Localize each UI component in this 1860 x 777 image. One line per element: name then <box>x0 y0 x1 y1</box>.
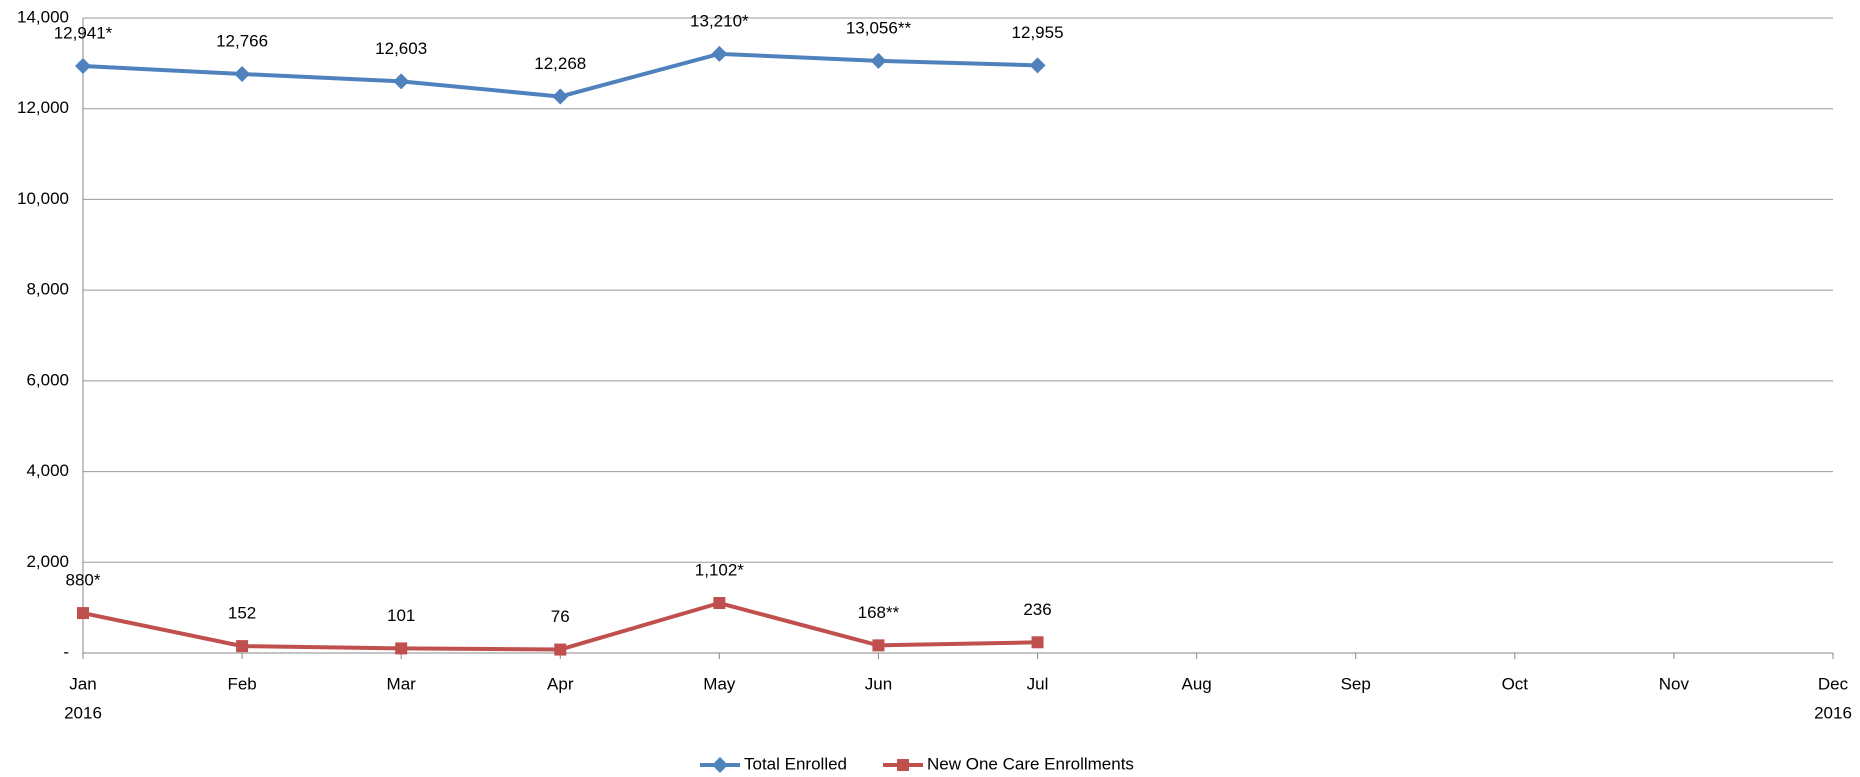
x-tick-sublabel: 2016 <box>64 703 102 722</box>
data-point <box>234 65 251 82</box>
data-point <box>1029 57 1046 74</box>
data-label: 13,210* <box>690 11 749 30</box>
x-tick-label: May <box>703 674 736 693</box>
data-label: 12,603 <box>375 39 427 58</box>
data-label: 12,955 <box>1012 23 1064 42</box>
x-tick-label: Sep <box>1341 674 1371 693</box>
x-tick-label: Dec <box>1818 674 1849 693</box>
x-tick-label: Jan <box>69 674 96 693</box>
x-tick-label: Mar <box>387 674 417 693</box>
y-tick-label: 6,000 <box>26 370 69 389</box>
data-point <box>393 73 410 90</box>
data-point <box>1031 636 1044 649</box>
data-label: 880* <box>66 571 101 590</box>
x-tick-label: Jul <box>1027 674 1049 693</box>
data-label: 76 <box>551 607 570 626</box>
x-tick-label: Apr <box>547 674 574 693</box>
y-tick-label: 8,000 <box>26 280 69 299</box>
x-tick-label: Aug <box>1182 674 1212 693</box>
y-tick-label: 10,000 <box>17 189 69 208</box>
data-label: 236 <box>1023 600 1051 619</box>
legend-label: New One Care Enrollments <box>927 754 1134 773</box>
data-label: 152 <box>228 604 256 623</box>
legend-marker <box>897 759 910 771</box>
x-tick-label: Oct <box>1502 674 1529 693</box>
y-tick-label: 4,000 <box>26 461 69 480</box>
data-label: 168** <box>858 603 900 622</box>
x-tick-sublabel: 2016 <box>1814 703 1852 722</box>
data-point <box>713 597 726 610</box>
data-point <box>870 52 887 69</box>
y-tick-label: - <box>63 642 69 661</box>
x-tick-label: Jun <box>865 674 892 693</box>
x-tick-label: Feb <box>227 674 256 693</box>
data-point <box>395 642 408 655</box>
y-tick-label: 14,000 <box>17 7 69 26</box>
data-point <box>552 88 569 105</box>
data-point <box>711 45 728 62</box>
data-label: 12,268 <box>534 54 586 73</box>
data-label: 1,102* <box>695 561 745 580</box>
data-point <box>77 607 89 620</box>
legend-marker <box>712 757 728 773</box>
legend-label: Total Enrolled <box>744 754 847 773</box>
data-point <box>236 640 249 653</box>
data-label: 13,056** <box>846 18 912 37</box>
x-tick-label: Nov <box>1659 674 1690 693</box>
data-label: 12,941* <box>54 24 113 43</box>
data-point <box>75 58 91 75</box>
data-label: 12,766 <box>216 31 268 50</box>
data-point <box>554 643 567 656</box>
y-tick-label: 2,000 <box>26 552 69 571</box>
data-label: 101 <box>387 606 415 625</box>
y-tick-label: 12,000 <box>17 98 69 117</box>
data-point <box>872 639 885 652</box>
